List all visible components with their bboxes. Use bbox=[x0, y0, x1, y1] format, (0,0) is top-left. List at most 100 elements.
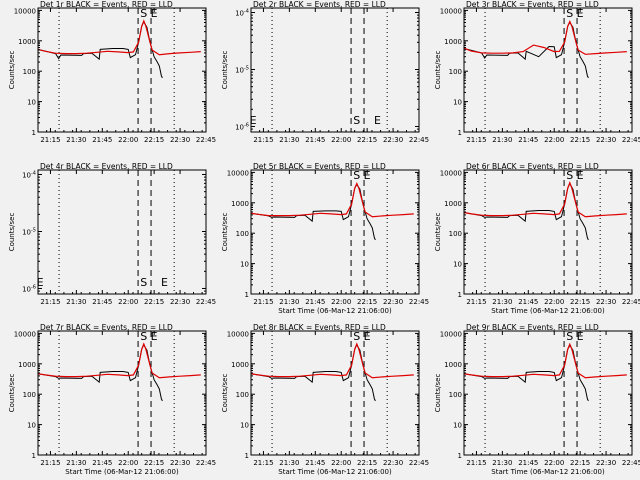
x-tick-label: 22:30 bbox=[596, 298, 616, 306]
y-tick-label: 10-5 bbox=[22, 227, 36, 236]
interval-marker-e: E bbox=[577, 7, 584, 20]
y-tick-label: 1000 bbox=[18, 361, 36, 369]
interval-marker-e: E bbox=[364, 169, 371, 182]
lld-series-line bbox=[37, 19, 201, 56]
x-tick-label: 22:30 bbox=[170, 136, 190, 144]
y-axis-label: Counts/sec bbox=[221, 51, 229, 90]
x-tick-label: 21:15 bbox=[466, 136, 486, 144]
x-tick-label: 22:45 bbox=[622, 136, 640, 144]
events-series-line bbox=[463, 21, 589, 79]
x-tick-label: 21:45 bbox=[92, 298, 112, 306]
y-tick-label: 10000 bbox=[440, 169, 462, 177]
lld-series-line bbox=[463, 20, 627, 55]
y-tick-label: 10 bbox=[27, 422, 36, 430]
x-tick-label: 22:30 bbox=[170, 298, 190, 306]
lld-series-line bbox=[463, 342, 627, 379]
interval-marker-e: E bbox=[250, 114, 257, 127]
interval-marker-e: E bbox=[151, 330, 158, 343]
interval-marker-s: S bbox=[353, 169, 360, 182]
x-axis-label: Start Time (06-Mar-12 21:06:00) bbox=[65, 468, 179, 476]
interval-marker-e: E bbox=[364, 330, 371, 343]
x-tick-label: 22:30 bbox=[170, 459, 190, 467]
x-axis-label: Start Time (06-Mar-12 21:06:00) bbox=[491, 307, 605, 315]
y-tick-label: 10 bbox=[453, 261, 462, 269]
events-series-line bbox=[463, 182, 589, 241]
x-tick-label: 22:00 bbox=[118, 298, 138, 306]
chart-panel-9: 1 10 100 1000 10000 21:15 21:30 21:45 22:00 22:15… bbox=[434, 323, 640, 476]
panel-title: Det 1r BLACK = Events, RED = LLD bbox=[40, 0, 173, 9]
x-tick-label: 21:30 bbox=[66, 459, 86, 467]
chart-panel-2: 10-6 10-5 10-4 21:15 21:30 21:45 22:00 22:15 22:… bbox=[221, 0, 429, 144]
x-tick-label: 22:00 bbox=[331, 136, 351, 144]
x-tick-label: 21:45 bbox=[518, 136, 538, 144]
y-axis-label: Counts/sec bbox=[8, 374, 16, 413]
chart-panel-4: 10-6 10-5 10-4 21:15 21:30 21:45 22:00 22:15 22:… bbox=[8, 162, 216, 306]
plot-frame bbox=[463, 330, 633, 456]
interval-marker-e: E bbox=[374, 114, 381, 127]
y-tick-label: 1 bbox=[32, 129, 36, 137]
y-tick-label: 10 bbox=[27, 99, 36, 107]
y-tick-label: 1000 bbox=[444, 200, 462, 208]
events-series-line bbox=[463, 344, 589, 402]
x-tick-label: 22:00 bbox=[331, 298, 351, 306]
y-tick-label: 100 bbox=[449, 230, 462, 238]
y-tick-label: 10-4 bbox=[22, 171, 36, 180]
y-tick-label: 10-6 bbox=[22, 284, 36, 293]
x-tick-label: 21:45 bbox=[92, 459, 112, 467]
panel-title: Det 3r BLACK = Events, RED = LLD bbox=[466, 0, 599, 9]
y-tick-label: 1 bbox=[245, 291, 249, 299]
y-tick-label: 100 bbox=[236, 391, 249, 399]
events-series-line bbox=[250, 183, 376, 241]
x-tick-label: 22:15 bbox=[357, 298, 377, 306]
x-tick-label: 22:45 bbox=[196, 459, 216, 467]
x-tick-label: 21:30 bbox=[279, 136, 299, 144]
x-axis-label: Start Time (06-Mar-12 21:06:00) bbox=[491, 468, 605, 476]
interval-marker-s: S bbox=[140, 276, 147, 289]
plot-frame bbox=[250, 169, 420, 295]
chart-panel-8: 1 10 100 1000 10000 21:15 21:30 21:45 22:00 22:15… bbox=[221, 323, 429, 476]
plot-frame bbox=[463, 7, 633, 133]
panel-title: Det 6r BLACK = Events, RED = LLD bbox=[466, 162, 599, 171]
y-tick-label: 100 bbox=[449, 391, 462, 399]
x-tick-label: 22:30 bbox=[383, 136, 403, 144]
plot-frame bbox=[37, 330, 207, 456]
chart-panel-6: 1 10 100 1000 10000 21:15 21:30 21:45 22:00 22:15… bbox=[434, 162, 640, 315]
interval-marker-s: S bbox=[140, 330, 147, 343]
x-tick-label: 22:15 bbox=[570, 298, 590, 306]
events-series-line bbox=[37, 343, 163, 402]
y-tick-label: 1000 bbox=[444, 38, 462, 46]
x-tick-label: 21:30 bbox=[492, 459, 512, 467]
panel-title: Det 5r BLACK = Events, RED = LLD bbox=[253, 162, 386, 171]
y-tick-label: 1 bbox=[458, 452, 462, 460]
x-tick-label: 21:45 bbox=[305, 298, 325, 306]
y-tick-label: 1000 bbox=[231, 361, 249, 369]
y-tick-label: 10000 bbox=[227, 169, 249, 177]
y-axis-label: Counts/sec bbox=[434, 213, 442, 252]
x-tick-label: 22:30 bbox=[383, 459, 403, 467]
x-axis-label: Start Time (06-Mar-12 21:06:00) bbox=[278, 468, 392, 476]
y-tick-label: 10-5 bbox=[235, 65, 249, 74]
x-tick-label: 22:30 bbox=[596, 459, 616, 467]
interval-marker-s: S bbox=[353, 330, 360, 343]
y-tick-label: 1000 bbox=[231, 200, 249, 208]
x-tick-label: 21:15 bbox=[253, 136, 273, 144]
x-tick-label: 22:15 bbox=[570, 136, 590, 144]
x-tick-label: 22:15 bbox=[144, 298, 164, 306]
y-axis-label: Counts/sec bbox=[434, 51, 442, 90]
y-tick-label: 1000 bbox=[444, 361, 462, 369]
y-tick-label: 10000 bbox=[440, 7, 462, 15]
x-tick-label: 21:15 bbox=[40, 136, 60, 144]
chart-panel-5: 1 10 100 1000 10000 21:15 21:30 21:45 22:00 22:15… bbox=[221, 162, 429, 315]
y-tick-label: 1 bbox=[458, 129, 462, 137]
x-tick-label: 22:45 bbox=[196, 136, 216, 144]
interval-marker-e: E bbox=[577, 330, 584, 343]
interval-marker-s: S bbox=[566, 169, 573, 182]
x-tick-label: 21:45 bbox=[92, 136, 112, 144]
y-axis-label: Counts/sec bbox=[8, 51, 16, 90]
x-tick-label: 21:15 bbox=[40, 298, 60, 306]
panel-title: Det 2r BLACK = Events, RED = LLD bbox=[253, 0, 386, 9]
x-tick-label: 22:45 bbox=[409, 298, 429, 306]
x-tick-label: 21:45 bbox=[518, 459, 538, 467]
events-series-line bbox=[37, 20, 163, 79]
